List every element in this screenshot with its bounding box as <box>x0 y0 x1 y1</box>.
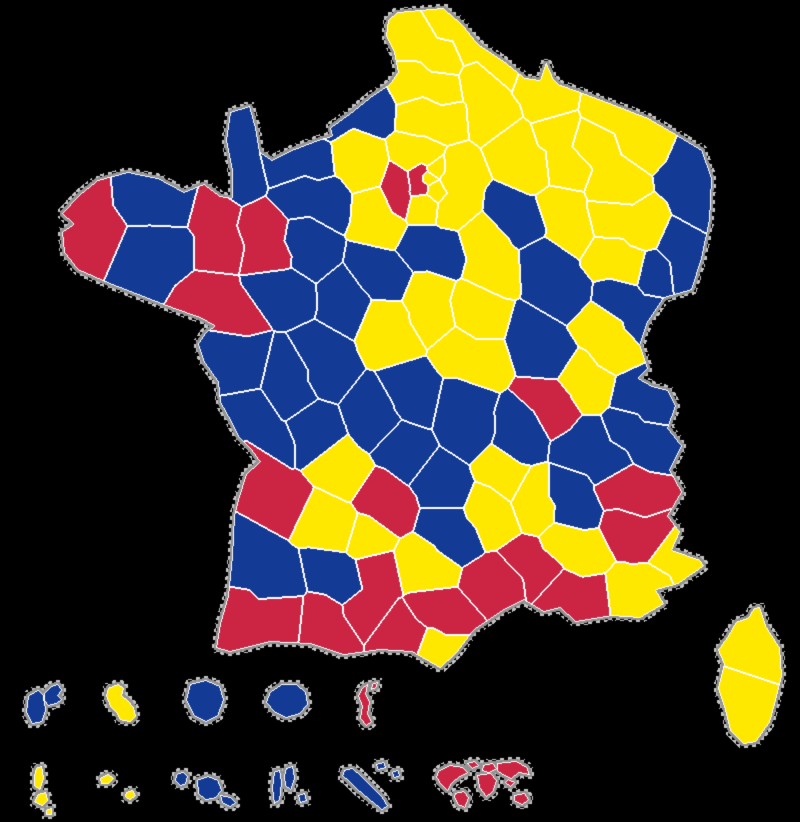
france-election-map <box>0 0 800 822</box>
france-choropleth-canvas <box>0 0 800 822</box>
